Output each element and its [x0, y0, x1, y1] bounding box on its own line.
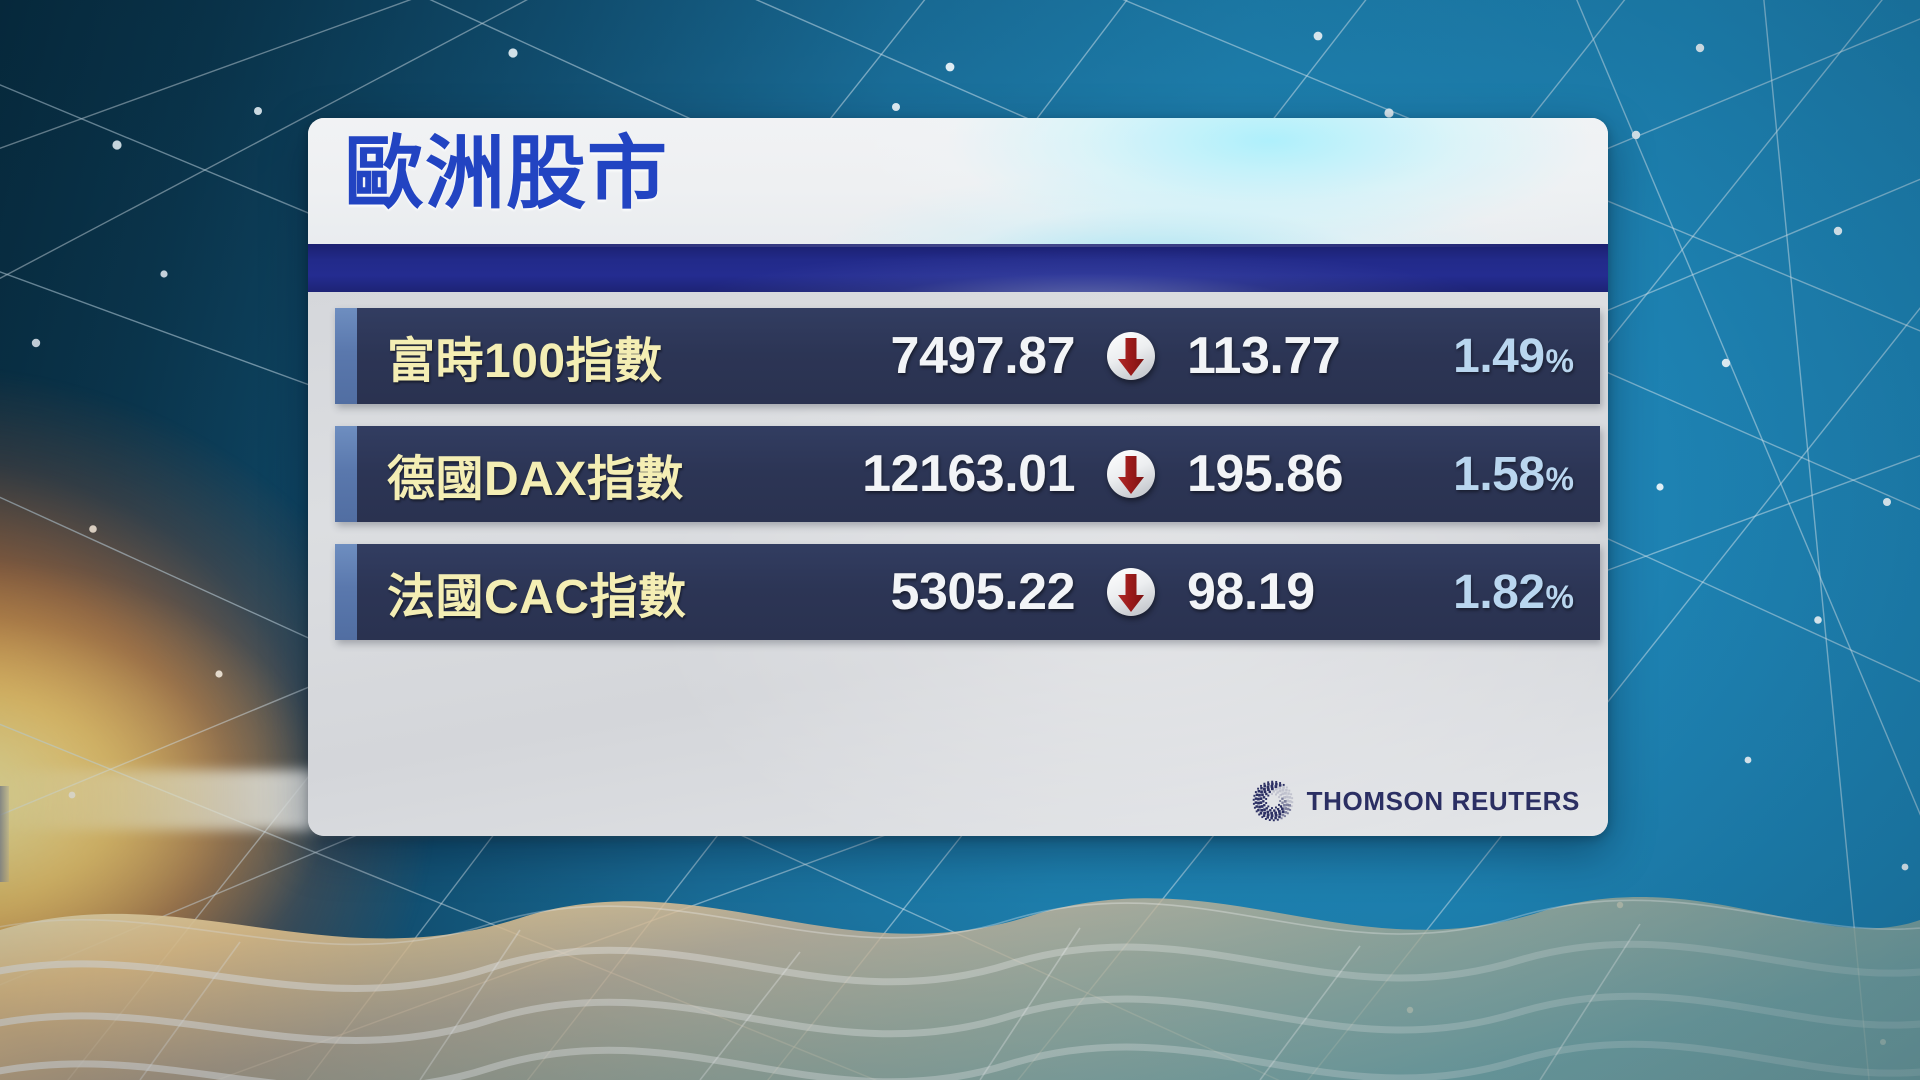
- index-change: 195.86: [1187, 445, 1344, 503]
- card-header: 歐洲股市: [308, 118, 1608, 244]
- index-percent: 1.58%: [1409, 447, 1600, 502]
- row-accent-bar: [335, 308, 357, 404]
- index-change: 113.77: [1187, 327, 1341, 385]
- table-row[interactable]: 富時100指數 7497.87: [335, 308, 1600, 404]
- index-name: 富時100指數: [387, 335, 663, 388]
- brand-wordmark: THOMSON REUTERS: [1306, 785, 1580, 816]
- row-accent-bar: [335, 544, 357, 640]
- index-name: 法國CAC指數: [387, 571, 687, 624]
- percent-value: 1.82: [1453, 565, 1545, 619]
- arrow-down-circle-icon: [1106, 449, 1156, 499]
- table-row[interactable]: 德國DAX指數 12163.01 195.86 1.58%: [335, 426, 1600, 522]
- direction-cell: [1075, 567, 1187, 617]
- arrow-down-circle-icon: [1106, 331, 1156, 381]
- index-name: 德國DAX指數: [387, 453, 684, 506]
- row-accent-bar: [335, 426, 357, 522]
- card-body: 富時100指數 7497.87: [308, 292, 1608, 836]
- table-row[interactable]: 法國CAC指數 5305.22 98.19 1.82%: [335, 544, 1600, 640]
- index-value: 12163.01: [862, 445, 1075, 503]
- left-edge-artifact: [0, 786, 9, 882]
- direction-cell: [1075, 331, 1187, 381]
- percent-symbol: %: [1545, 578, 1574, 615]
- index-value: 5305.22: [890, 563, 1076, 621]
- index-change: 98.19: [1187, 563, 1315, 621]
- direction-cell: [1075, 449, 1187, 499]
- thomson-reuters-kinesis-icon: [1252, 780, 1293, 822]
- index-percent: 1.49%: [1409, 329, 1600, 384]
- percent-value: 1.49: [1453, 329, 1545, 383]
- percent-symbol: %: [1545, 342, 1574, 379]
- header-accent-band: [308, 244, 1608, 292]
- index-value: 7497.87: [890, 327, 1076, 385]
- percent-value: 1.58: [1453, 447, 1545, 501]
- index-percent: 1.82%: [1409, 565, 1600, 620]
- market-summary-card: 歐洲股市 富時100指數 7497.87: [308, 118, 1608, 836]
- percent-symbol: %: [1545, 460, 1574, 497]
- arrow-down-circle-icon: [1106, 567, 1156, 617]
- background-wave-surface: [0, 680, 1920, 1080]
- page-title: 歐洲股市: [344, 129, 668, 218]
- brand-footer: THOMSON REUTERS: [1252, 780, 1580, 822]
